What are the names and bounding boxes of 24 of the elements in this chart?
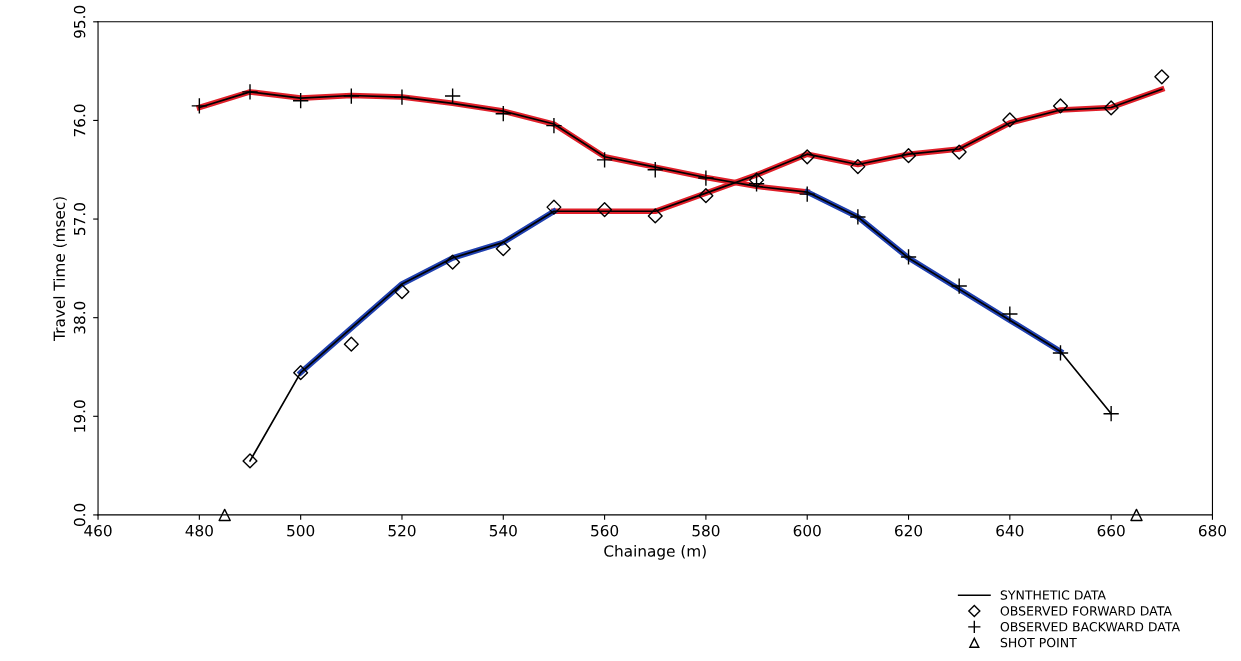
y-tick-label: 0.0 [73,503,86,527]
legend-label: OBSERVED BACKWARD DATA [1000,622,1181,632]
x-tick-label: 660 [1097,524,1125,537]
y-tick-label: 38.0 [73,301,86,334]
x-tick-label: 580 [692,524,720,537]
x-tick-label: 480 [185,524,213,537]
x-tick-label: 520 [388,524,416,537]
x-tick-label: 640 [996,524,1024,537]
x-tick-label: 600 [793,524,821,537]
x-tick-label: 460 [84,524,112,537]
x-tick-label: 680 [1198,524,1227,537]
y-tick-label: 76.0 [73,104,86,137]
legend-label: SHOT POINT [1000,637,1077,648]
y-tick-label: 95.0 [73,5,86,38]
legend-label: SYNTHETIC DATA [1000,590,1106,600]
y-tick-label: 57.0 [73,203,86,235]
x-tick-label: 500 [287,524,315,537]
legend-label: OBSERVED FORWARD DATA [1000,606,1172,616]
x-axis-title: Chainage (m) [604,544,706,560]
x-tick-label: 540 [489,524,517,537]
x-tick-label: 620 [895,524,923,537]
y-tick-label: 19.0 [73,400,86,432]
y-axis-title: Travel Time (msec) [53,197,67,341]
x-tick-label: 560 [591,524,619,537]
